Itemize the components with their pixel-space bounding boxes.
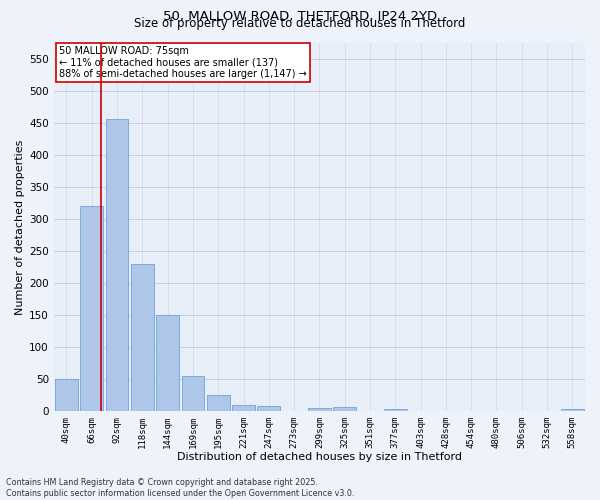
Bar <box>561 408 584 411</box>
Bar <box>131 264 154 411</box>
Bar <box>156 315 179 411</box>
Y-axis label: Number of detached properties: Number of detached properties <box>15 139 25 314</box>
Text: 50, MALLOW ROAD, THETFORD, IP24 2YD: 50, MALLOW ROAD, THETFORD, IP24 2YD <box>163 10 437 23</box>
Bar <box>334 408 356 411</box>
Bar <box>207 395 230 411</box>
Bar <box>55 379 78 411</box>
Bar <box>257 406 280 411</box>
X-axis label: Distribution of detached houses by size in Thetford: Distribution of detached houses by size … <box>177 452 462 462</box>
Bar <box>182 376 204 411</box>
Bar <box>308 408 331 411</box>
Text: Contains HM Land Registry data © Crown copyright and database right 2025.
Contai: Contains HM Land Registry data © Crown c… <box>6 478 355 498</box>
Text: 50 MALLOW ROAD: 75sqm
← 11% of detached houses are smaller (137)
88% of semi-det: 50 MALLOW ROAD: 75sqm ← 11% of detached … <box>59 46 307 80</box>
Bar <box>106 120 128 411</box>
Bar <box>80 206 103 411</box>
Bar <box>384 410 407 411</box>
Text: Size of property relative to detached houses in Thetford: Size of property relative to detached ho… <box>134 18 466 30</box>
Bar <box>232 405 255 411</box>
